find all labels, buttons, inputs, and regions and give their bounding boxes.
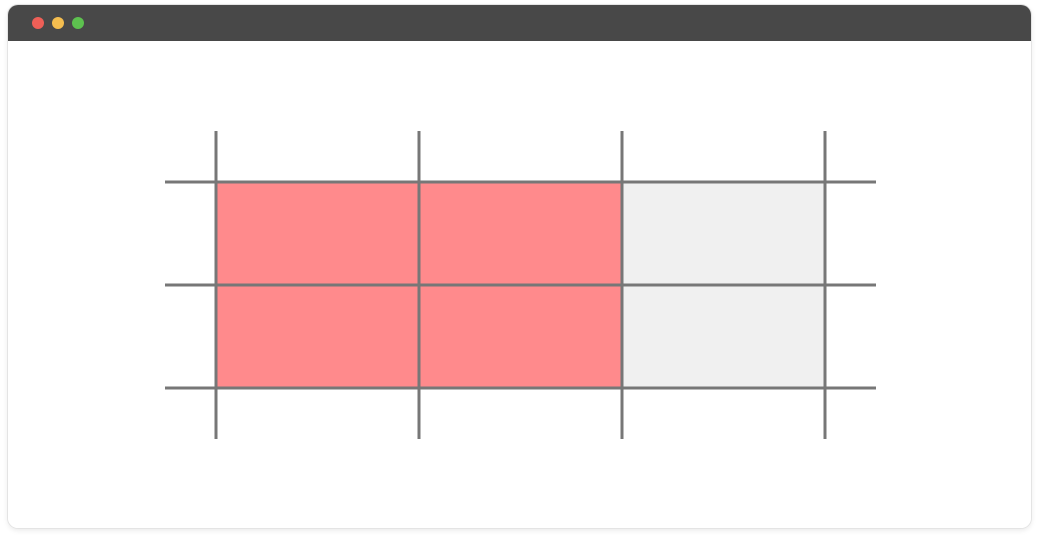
grid-cell-r1-c2 — [419, 182, 622, 285]
window-titlebar — [8, 5, 1031, 41]
grid-cell-r2-c3 — [622, 285, 825, 388]
maximize-window-icon[interactable] — [72, 17, 84, 29]
window-content — [8, 41, 1031, 528]
minimize-window-icon[interactable] — [52, 17, 64, 29]
grid-cell-r1-c3 — [622, 182, 825, 285]
grid-cell-r2-c1 — [216, 285, 419, 388]
browser-window — [8, 5, 1031, 528]
grid-cell-r1-c1 — [216, 182, 419, 285]
grid-cell-r2-c2 — [419, 285, 622, 388]
close-window-icon[interactable] — [32, 17, 44, 29]
grid-diagram — [165, 131, 876, 439]
